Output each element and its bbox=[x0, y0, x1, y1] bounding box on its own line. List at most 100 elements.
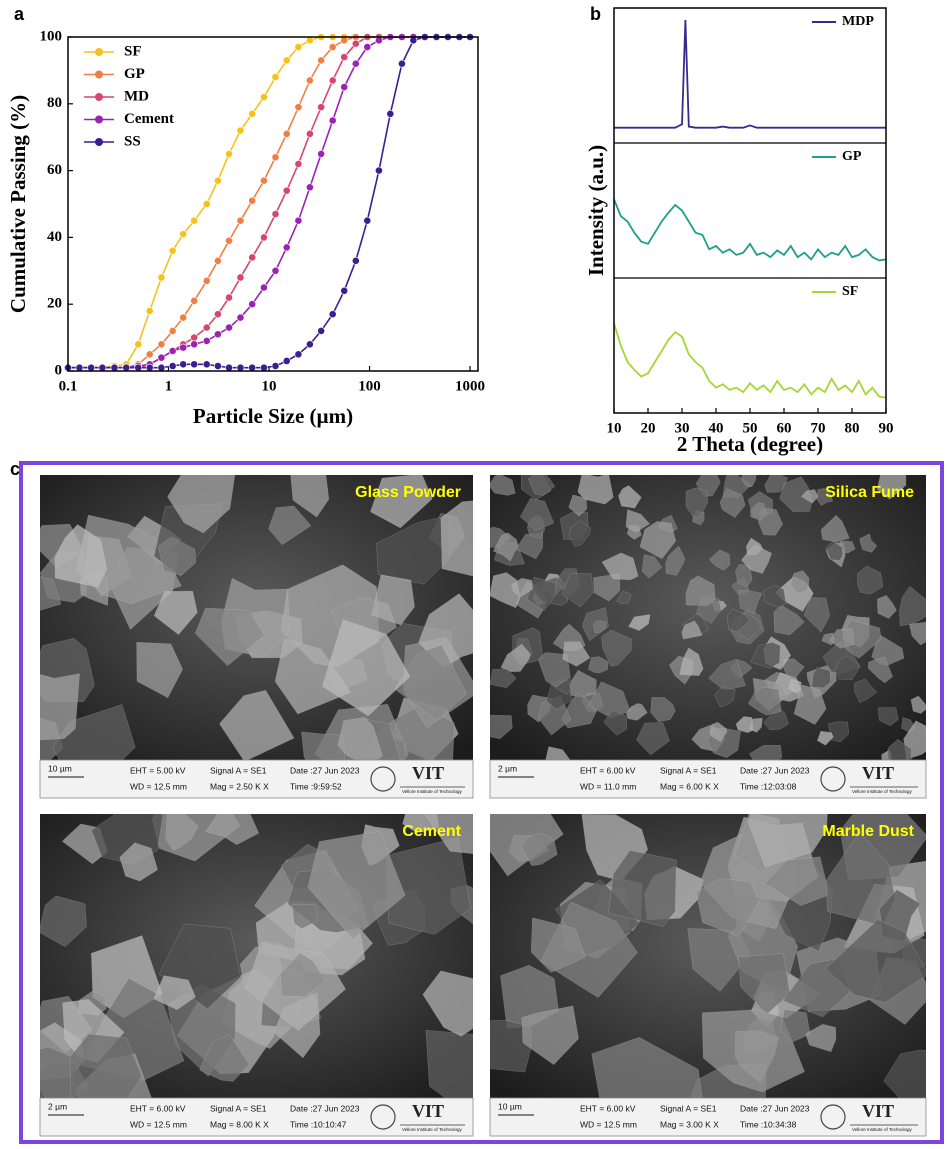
point bbox=[225, 323, 233, 332]
series-line bbox=[613, 323, 887, 399]
point bbox=[340, 36, 349, 45]
point bbox=[179, 343, 188, 352]
particle bbox=[741, 475, 757, 488]
info-signal: Signal A = SE1 bbox=[210, 1103, 267, 1113]
particle bbox=[764, 856, 830, 906]
particle bbox=[157, 536, 197, 576]
particle bbox=[803, 597, 831, 633]
point bbox=[134, 363, 143, 372]
point bbox=[375, 36, 383, 45]
info-time: Time :9:59:52 bbox=[290, 781, 342, 791]
info-mag: Mag = 2.50 K X bbox=[210, 781, 269, 791]
info-logo: VIT bbox=[862, 1101, 894, 1121]
particle bbox=[591, 1037, 703, 1098]
particle bbox=[750, 641, 781, 669]
plot-frame bbox=[613, 7, 887, 414]
y-tick-label: 80 bbox=[47, 95, 62, 111]
point bbox=[260, 363, 268, 372]
sem-image bbox=[490, 814, 926, 1098]
particle bbox=[577, 475, 614, 505]
point bbox=[190, 333, 199, 342]
legend-marker bbox=[95, 70, 103, 79]
info-wd: WD = 12.5 mm bbox=[130, 781, 187, 791]
point bbox=[328, 310, 337, 319]
point bbox=[87, 363, 96, 372]
point bbox=[190, 360, 199, 369]
particle bbox=[500, 643, 531, 672]
legend-marker bbox=[95, 48, 103, 56]
particle bbox=[747, 814, 828, 868]
point bbox=[213, 256, 222, 265]
particle bbox=[40, 673, 80, 741]
particle bbox=[545, 746, 571, 760]
point bbox=[157, 353, 166, 362]
point bbox=[305, 183, 314, 192]
point bbox=[294, 43, 303, 51]
particle bbox=[194, 607, 265, 667]
particle bbox=[877, 707, 899, 726]
particle bbox=[199, 1033, 250, 1082]
x-axis-label: 2 Theta (degree) bbox=[677, 432, 823, 456]
point bbox=[98, 363, 107, 372]
panel-border bbox=[19, 461, 944, 1144]
y-tick-label: 20 bbox=[47, 296, 62, 312]
particle bbox=[530, 917, 586, 973]
particle bbox=[883, 1049, 926, 1098]
point bbox=[328, 76, 337, 85]
particle bbox=[40, 1046, 77, 1098]
particle bbox=[636, 722, 670, 756]
sem-title: Glass Powder bbox=[355, 484, 461, 501]
point bbox=[340, 286, 349, 295]
point bbox=[340, 53, 349, 61]
particle bbox=[291, 904, 319, 929]
particle bbox=[839, 540, 856, 554]
logo-emblem bbox=[370, 1104, 396, 1130]
info-signal: Signal A = SE1 bbox=[660, 1103, 717, 1113]
info-mag: Mag = 8.00 K X bbox=[210, 1119, 269, 1129]
particle bbox=[773, 604, 805, 636]
particle bbox=[422, 970, 473, 1037]
particle bbox=[153, 590, 198, 635]
particle bbox=[370, 475, 433, 529]
x-tick-label: 10 bbox=[607, 420, 622, 436]
logo-emblem bbox=[370, 766, 396, 792]
particle bbox=[440, 500, 473, 577]
info-date: Date :27 Jun 2023 bbox=[740, 765, 810, 775]
panel-label: c bbox=[10, 459, 20, 479]
particle bbox=[521, 1005, 579, 1066]
particle bbox=[639, 521, 677, 560]
y-axis-label: Cumulative Passing (%) bbox=[6, 95, 30, 313]
particle bbox=[820, 514, 850, 543]
particle bbox=[685, 575, 716, 606]
particle bbox=[307, 831, 406, 940]
point bbox=[145, 350, 154, 359]
point bbox=[213, 330, 222, 339]
series-line bbox=[68, 36, 471, 369]
particle bbox=[515, 532, 544, 560]
point bbox=[409, 36, 418, 45]
particle bbox=[834, 655, 860, 680]
particle bbox=[779, 476, 813, 513]
particle bbox=[40, 895, 87, 948]
point bbox=[340, 83, 349, 91]
particle bbox=[608, 850, 677, 927]
point bbox=[260, 283, 268, 292]
particle bbox=[153, 975, 196, 1010]
y-tick-label: 100 bbox=[40, 28, 63, 44]
particle bbox=[887, 738, 912, 760]
particle bbox=[519, 497, 555, 531]
info-signal: Signal A = SE1 bbox=[210, 765, 267, 775]
x-tick-label: 1000 bbox=[455, 378, 485, 394]
point bbox=[225, 149, 233, 158]
point bbox=[225, 293, 233, 302]
point bbox=[168, 327, 177, 335]
point bbox=[282, 186, 291, 195]
particle bbox=[592, 620, 607, 634]
point bbox=[271, 73, 280, 81]
point bbox=[317, 149, 326, 158]
particle bbox=[749, 717, 763, 733]
x-tick-label: 10 bbox=[262, 378, 277, 394]
point bbox=[271, 153, 280, 162]
particle bbox=[899, 586, 926, 627]
point bbox=[317, 327, 326, 335]
